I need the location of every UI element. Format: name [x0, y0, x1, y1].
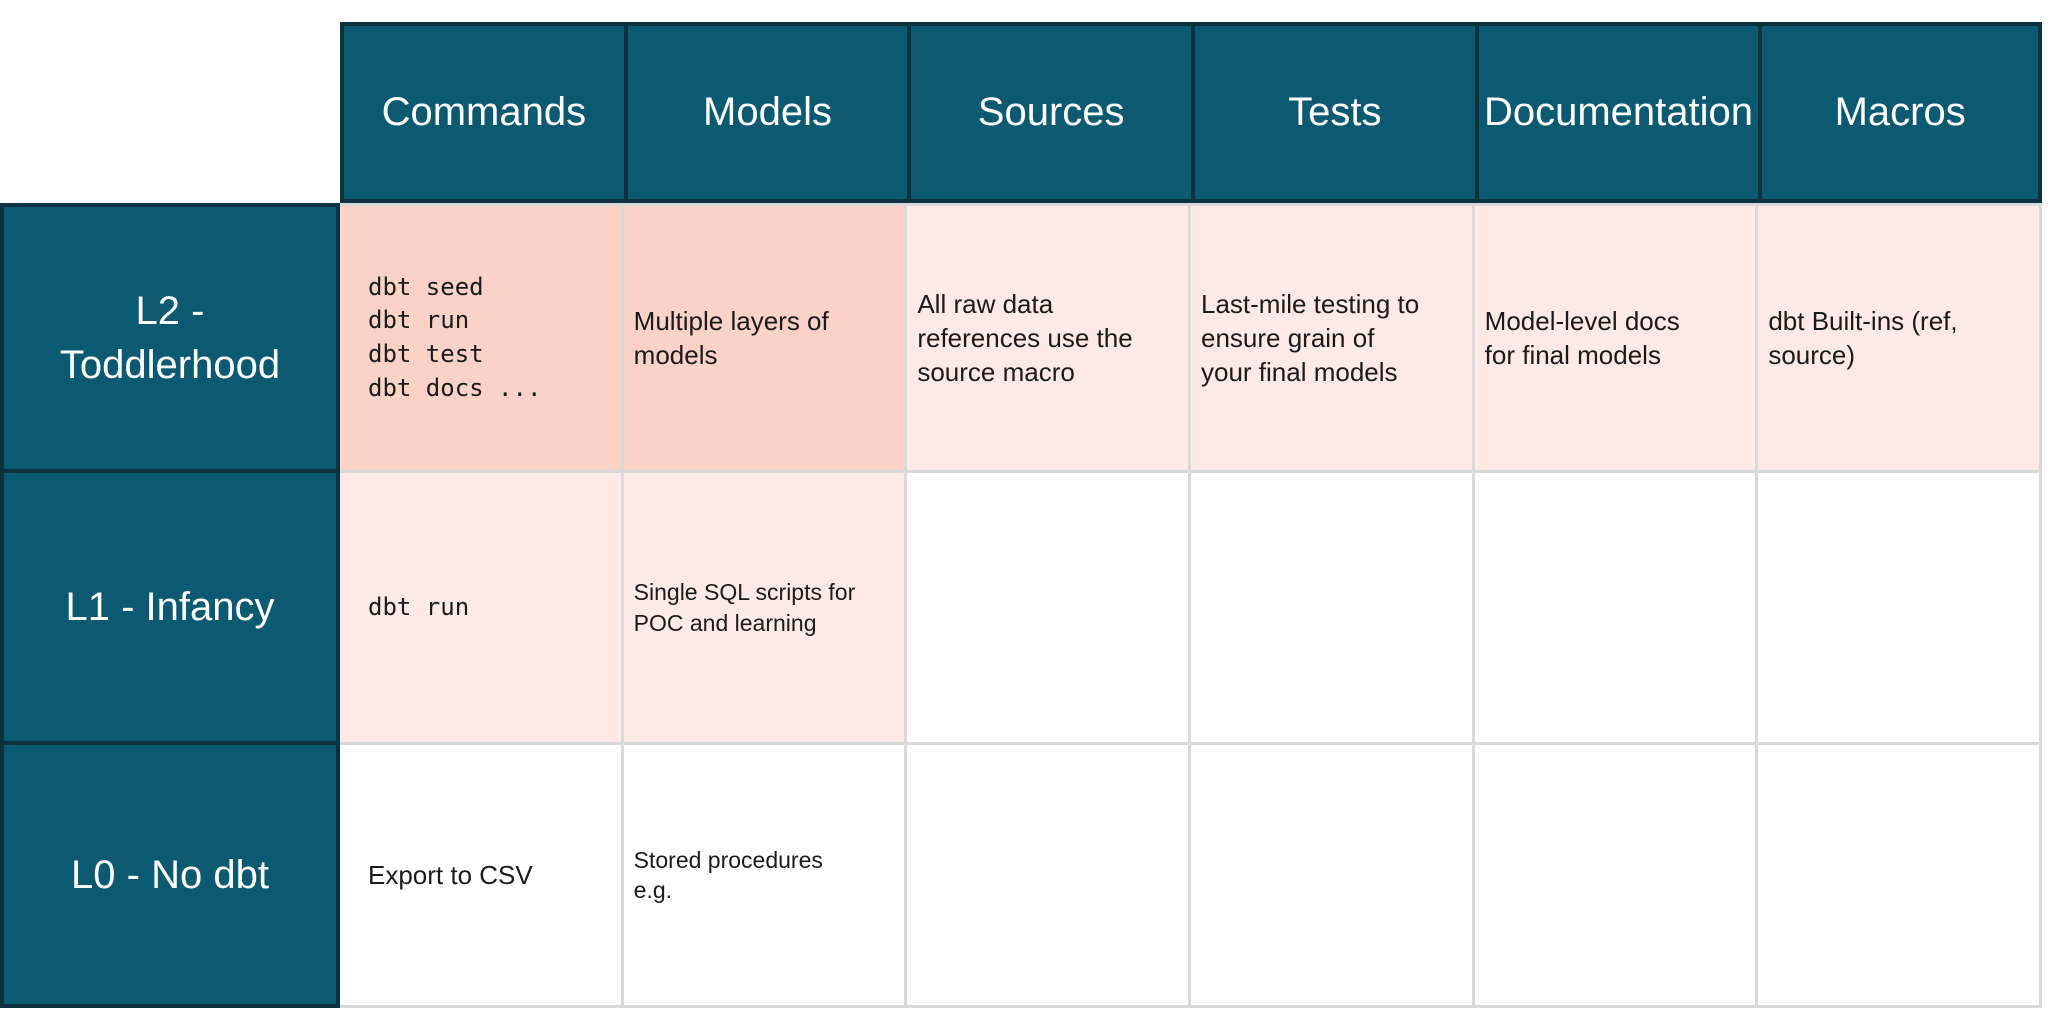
row-header-l2-toddlerhood: L2 - Toddlerhood [0, 203, 340, 473]
cell-l2-macros: dbt Built-ins (ref, source) [1758, 203, 2042, 473]
column-header-models: Models [623, 22, 908, 203]
cell-l0-documentation [1474, 745, 1759, 1008]
cell-l1-sources [907, 473, 1191, 745]
cell-l2-tests: Last-mile testing to ensure grain of you… [1190, 203, 1475, 473]
cell-l2-models: Multiple layers of models [623, 203, 908, 473]
cell-l1-documentation [1474, 473, 1759, 745]
column-header-commands: Commands [340, 22, 624, 203]
cell-l0-commands: Export to CSV [340, 745, 624, 1008]
cell-l0-models: Stored procedures e.g. [623, 745, 908, 1008]
cell-l1-models: Single SQL scripts for POC and learning [623, 473, 908, 745]
dbt-maturity-table: Commands Models Sources Tests Documentat… [0, 22, 2042, 1008]
cell-l2-sources: All raw data references use the source m… [907, 203, 1191, 473]
column-header-sources: Sources [907, 22, 1191, 203]
row-header-l1-infancy: L1 - Infancy [0, 473, 340, 745]
cell-l0-tests [1190, 745, 1475, 1008]
cell-l2-documentation: Model-level docs for final models [1474, 203, 1759, 473]
cell-l1-tests [1190, 473, 1475, 745]
row-header-l0-no-dbt: L0 - No dbt [0, 745, 340, 1008]
corner-spacer [0, 22, 340, 203]
column-header-macros: Macros [1758, 22, 2042, 203]
cell-l1-macros [1758, 473, 2042, 745]
cell-l0-macros [1758, 745, 2042, 1008]
column-header-documentation: Documentation [1474, 22, 1759, 203]
column-header-tests: Tests [1190, 22, 1475, 203]
cell-l0-sources [907, 745, 1191, 1008]
cell-l1-commands: dbt run [340, 473, 624, 745]
cell-l2-commands: dbt seed dbt run dbt test dbt docs ... [340, 203, 624, 473]
